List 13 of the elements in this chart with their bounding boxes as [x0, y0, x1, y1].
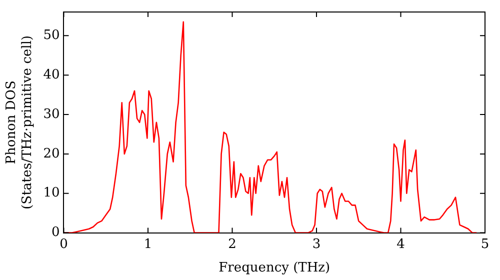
y-axis-title: Phonon DOS (States/THz·primitive cell) — [4, 35, 35, 210]
x-axis-title: Frequency (THz) — [218, 260, 330, 276]
y-tick-label: 10 — [43, 186, 60, 201]
y-tick-label: 0 — [51, 225, 60, 240]
x-tick-label: 5 — [480, 236, 490, 252]
y-tick-label: 30 — [43, 106, 60, 122]
x-tick-label: 2 — [228, 236, 236, 252]
y-tick-label: 50 — [43, 28, 60, 44]
x-tick-label: 3 — [312, 236, 321, 252]
x-tick-label: 4 — [396, 236, 405, 252]
x-tick-label: 1 — [144, 236, 152, 252]
y-tick-label: 40 — [43, 67, 60, 82]
y-tick-label: 20 — [43, 146, 60, 162]
